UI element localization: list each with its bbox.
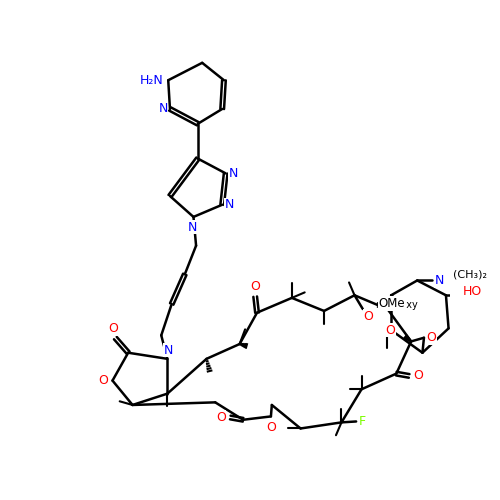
Text: O: O bbox=[413, 370, 422, 382]
Text: methoxy: methoxy bbox=[376, 300, 418, 310]
Text: N: N bbox=[188, 220, 197, 234]
Text: O: O bbox=[216, 411, 226, 424]
Text: N: N bbox=[164, 344, 173, 356]
Text: (CH₃)₂: (CH₃)₂ bbox=[452, 270, 486, 280]
Text: O: O bbox=[266, 421, 276, 434]
Text: HO: HO bbox=[462, 285, 481, 298]
Text: N: N bbox=[434, 274, 444, 287]
Text: N: N bbox=[225, 198, 234, 211]
Text: O: O bbox=[385, 324, 395, 336]
Text: F: F bbox=[359, 415, 366, 428]
Text: O: O bbox=[98, 374, 108, 387]
Text: O: O bbox=[364, 310, 374, 323]
Text: O: O bbox=[108, 322, 118, 336]
Text: OMe: OMe bbox=[378, 297, 405, 310]
Text: H₂N: H₂N bbox=[140, 74, 164, 86]
Text: O: O bbox=[426, 331, 436, 344]
Text: N: N bbox=[228, 167, 238, 180]
Text: O: O bbox=[250, 280, 260, 293]
Text: N: N bbox=[158, 102, 168, 116]
